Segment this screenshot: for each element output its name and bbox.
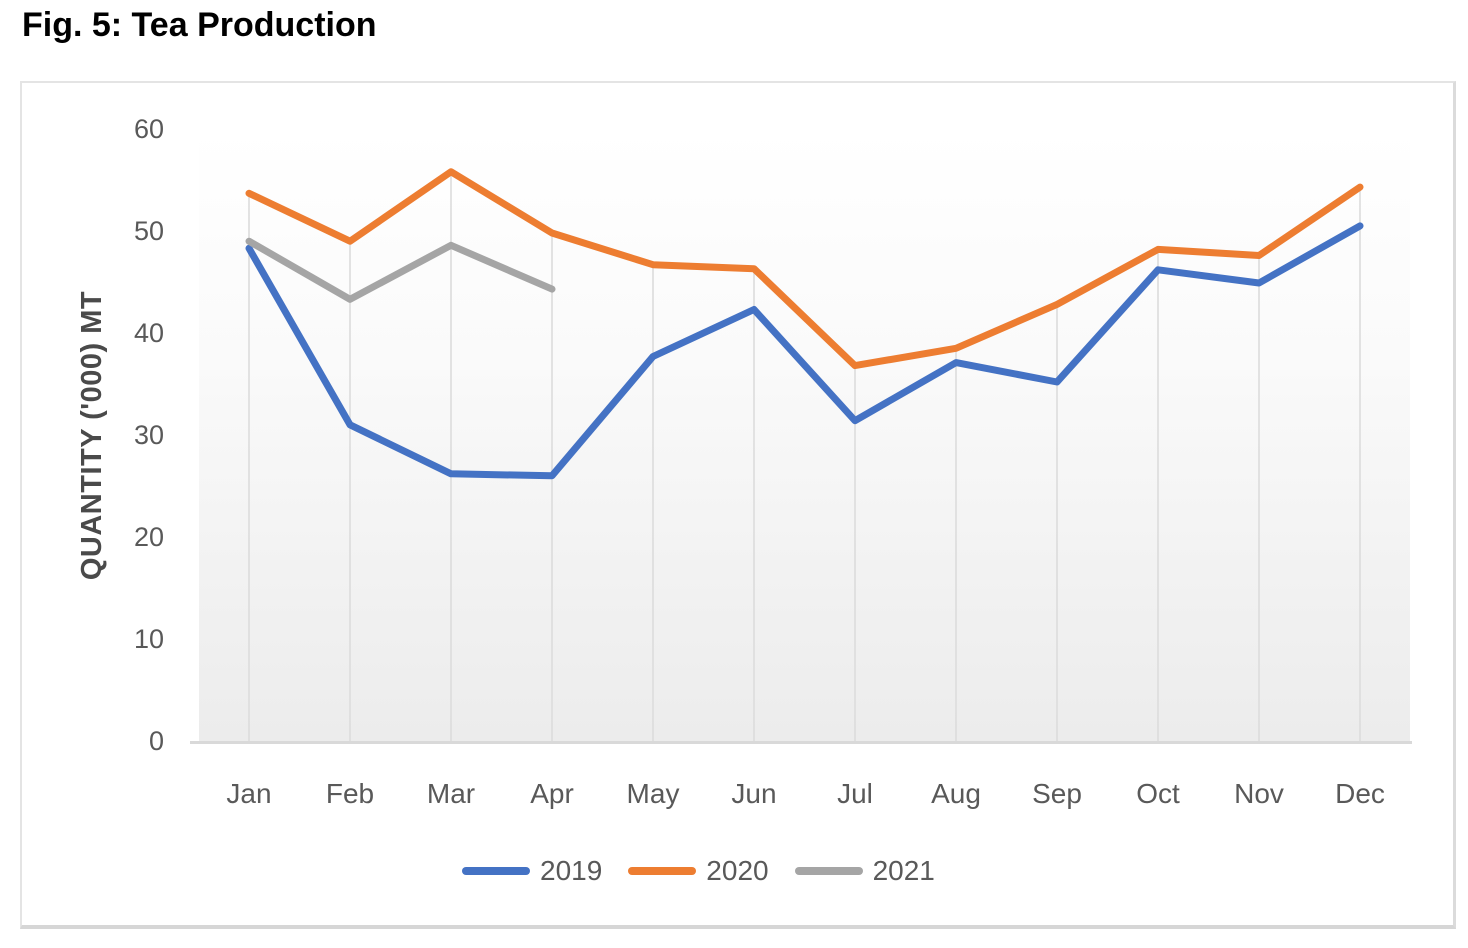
legend-swatch-2020: [628, 867, 697, 875]
x-tick-label-Feb: Feb: [325, 778, 375, 809]
x-tick-label-Jun: Jun: [731, 778, 777, 809]
x-tick-label-Jan: Jan: [226, 778, 272, 809]
legend-swatch-2021: [794, 867, 863, 875]
y-tick-label-50: 50: [133, 216, 164, 246]
x-tick-label-Dec: Dec: [1335, 778, 1385, 809]
legend-item-2019: 2019: [462, 855, 602, 887]
series-line-2021: [245, 237, 556, 303]
series-line-2019: [245, 222, 1364, 480]
series-line-2020: [245, 168, 1364, 370]
x-tick-label-Nov: Nov: [1234, 778, 1284, 809]
plot-area: [199, 129, 1410, 741]
x-axis-line: [190, 741, 1412, 744]
x-tick-label-Apr: Apr: [530, 778, 574, 809]
line-chart-svg: [245, 168, 1364, 741]
legend-label-2020: 2020: [706, 855, 769, 886]
x-tick-label-Sep: Sep: [1032, 778, 1082, 809]
x-tick-label-Aug: Aug: [931, 778, 981, 809]
x-tick-label-Oct: Oct: [1136, 778, 1180, 809]
x-tick-label-Mar: Mar: [426, 778, 476, 809]
y-tick-label-10: 10: [133, 624, 164, 654]
chart-container: QUANTITY ('000) MT 0 10 20 30 40 50 60 Jan Feb M…: [20, 81, 1456, 929]
y-tick-label-40: 40: [133, 318, 164, 348]
legend-item-2020: 2020: [628, 855, 769, 887]
y-tick-label-30: 30: [133, 420, 164, 450]
legend-swatch-2019: [462, 867, 530, 875]
y-tick-label-20: 20: [133, 522, 164, 552]
x-tick-label-Jul: Jul: [837, 778, 873, 809]
legend: 2019 2020 2021: [462, 853, 935, 889]
x-tick-label-May: May: [626, 778, 680, 809]
legend-label-2019: 2019: [540, 855, 603, 886]
legend-label-2021: 2021: [872, 855, 935, 886]
y-tick-label-60: 60: [133, 114, 164, 144]
legend-item-2021: 2021: [794, 855, 935, 887]
figure-title: Fig. 5: Tea Production: [22, 6, 377, 44]
y-tick-label-0: 0: [148, 726, 164, 756]
